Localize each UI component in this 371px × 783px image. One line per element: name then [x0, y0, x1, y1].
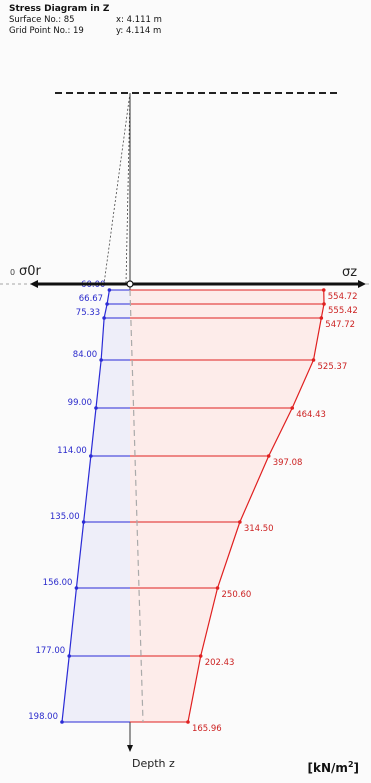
surface-number: Surface No.: 85	[9, 15, 75, 25]
surface-info: Surface No.: 85 x: 4.111 m	[9, 15, 162, 26]
sigma-z-point	[290, 406, 295, 410]
sigma-z-value-label: 547.72	[325, 320, 355, 330]
sigma-z-point	[215, 586, 220, 590]
sigma-z-curve	[187, 289, 325, 723]
grid-point-info: Grid Point No.: 19 y: 4.114 m	[9, 26, 161, 37]
diagram-title: Stress Diagram in Z	[9, 4, 110, 14]
sigma-0r-point	[105, 302, 109, 306]
sigma-0r-point	[102, 316, 106, 320]
sigma-0r-value-label: 66.67	[79, 294, 103, 304]
sigma-0r-value-label: 177.00	[35, 646, 65, 656]
axis-arrow-right	[358, 280, 366, 288]
sigma-z-point	[266, 454, 271, 458]
sigma-z-point	[322, 302, 326, 306]
axis-arrow-left	[30, 280, 38, 288]
projection-line-left	[103, 92, 131, 285]
sigma-z-point	[198, 654, 203, 658]
sigma-0r-value-label: 75.33	[76, 308, 100, 318]
sigma-0r-point	[99, 358, 103, 362]
zero-label: 0	[10, 268, 15, 277]
sigma-z-value-label: 314.50	[244, 524, 274, 534]
sigma-0r-point	[107, 288, 112, 292]
sigma-0r-area	[62, 290, 130, 722]
sigma-z-value-label: 165.96	[192, 724, 222, 734]
sigma-z-point	[311, 358, 316, 362]
sigma-z-value-label: 202.43	[205, 658, 235, 668]
origin-marker	[126, 280, 134, 288]
sigma-z-point	[321, 288, 326, 292]
depth-arrow	[127, 745, 133, 752]
y-coordinate: y: 4.114 m	[116, 26, 162, 36]
sigma-0r-value-label: 99.00	[68, 398, 92, 408]
sigma-0r-point	[94, 406, 98, 410]
sigma-z-value-label: 525.37	[318, 362, 348, 372]
projection-line-right	[125, 92, 131, 285]
sigma-z-value-label: 555.42	[328, 306, 358, 316]
depth-axis-label: Depth z	[132, 757, 175, 770]
sigma-z-area	[130, 290, 324, 722]
sigma-z-point	[319, 316, 324, 320]
sigma-0r-value-label: 135.00	[50, 512, 80, 522]
unit-label: [kN/m2]	[307, 760, 359, 775]
sigma-0r-label: σ0r	[19, 264, 42, 279]
sigma-z-value-label: 397.08	[273, 458, 303, 468]
sigma-z-value-label: 464.43	[296, 410, 326, 420]
sigma-0r-value-label: 198.00	[28, 712, 58, 722]
sigma-z-value-label: 250.60	[222, 590, 252, 600]
gray-reference-line	[129, 289, 144, 723]
sigma-0r-value-label: 114.00	[57, 446, 87, 456]
sigma-0r-point	[81, 520, 86, 524]
x-coordinate: x: 4.111 m	[116, 15, 162, 25]
sigma-0r-curve	[61, 289, 110, 723]
sigma-0r-value-label: 84.00	[73, 350, 97, 360]
sigma-z-value-label: 554.72	[328, 292, 358, 302]
sigma-0r-point	[60, 720, 64, 724]
sigma-0r-point	[67, 654, 72, 658]
sigma-z-point	[238, 520, 242, 524]
sigma-0r-value-label: 156.00	[43, 578, 73, 588]
sigma-z-label: σz	[342, 265, 357, 280]
sigma-z-point	[186, 720, 190, 724]
sigma-0r-point	[74, 586, 79, 590]
grid-point-number: Grid Point No.: 19	[9, 26, 84, 36]
sigma-0r-point	[89, 454, 93, 458]
